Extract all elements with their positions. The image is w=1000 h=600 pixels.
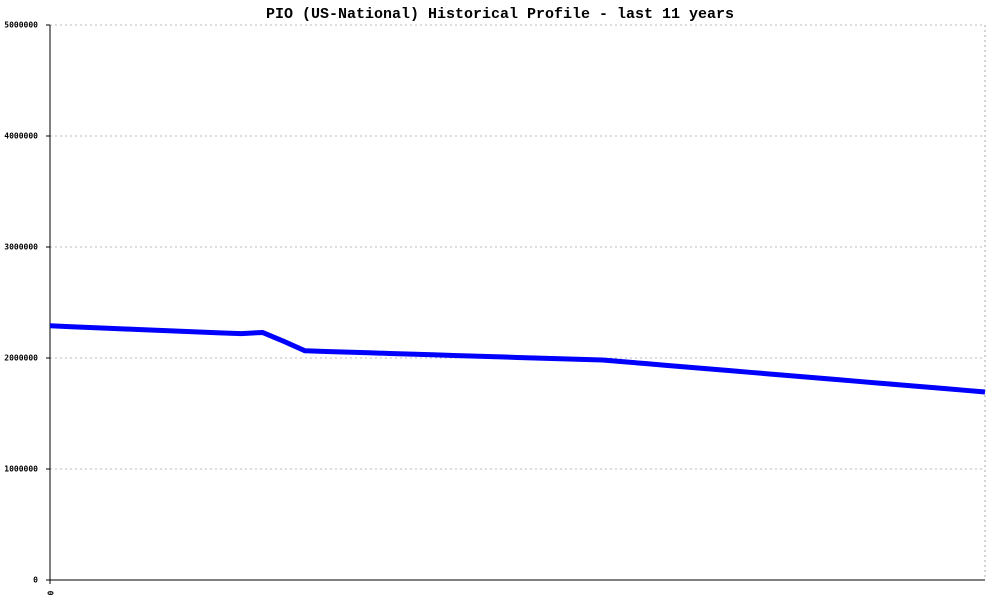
data-line [49,323,986,395]
y-tick-label: 5000000 [4,21,38,30]
y-tick-label: 3000000 [4,243,38,252]
y-tick-label: 4000000 [4,132,38,141]
y-tick-label: 1000000 [4,465,38,474]
y-tick-label: 0 [33,576,38,585]
x-tick-label: 0 [46,591,55,596]
y-tick-label: 2000000 [4,354,38,363]
chart-title: PIO (US-National) Historical Profile - l… [266,6,734,23]
